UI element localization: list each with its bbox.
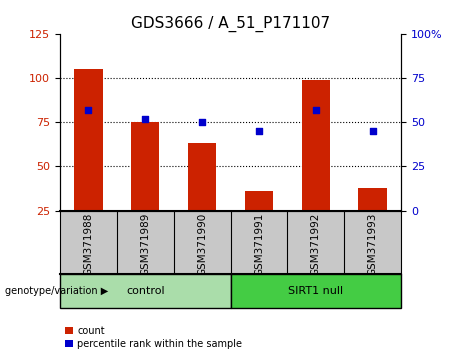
Point <box>142 116 149 121</box>
Bar <box>230 274 401 308</box>
Bar <box>60 274 230 308</box>
Text: GSM371988: GSM371988 <box>83 212 94 276</box>
Point <box>198 119 206 125</box>
Bar <box>245 191 273 211</box>
Bar <box>188 143 216 211</box>
Text: GSM371991: GSM371991 <box>254 212 264 276</box>
Point <box>255 128 263 134</box>
Point <box>312 107 319 113</box>
Bar <box>358 188 387 211</box>
Legend: count, percentile rank within the sample: count, percentile rank within the sample <box>65 326 242 349</box>
Title: GDS3666 / A_51_P171107: GDS3666 / A_51_P171107 <box>131 16 330 32</box>
Text: genotype/variation ▶: genotype/variation ▶ <box>5 286 108 296</box>
Text: GSM371989: GSM371989 <box>140 212 150 276</box>
Text: GSM371992: GSM371992 <box>311 212 321 276</box>
Bar <box>74 69 102 211</box>
Bar <box>131 122 160 211</box>
Text: GSM371993: GSM371993 <box>367 212 378 276</box>
Point <box>85 107 92 113</box>
Point <box>369 128 376 134</box>
Bar <box>301 80 330 211</box>
Text: SIRT1 null: SIRT1 null <box>288 286 343 296</box>
Text: control: control <box>126 286 165 296</box>
Text: GSM371990: GSM371990 <box>197 212 207 276</box>
